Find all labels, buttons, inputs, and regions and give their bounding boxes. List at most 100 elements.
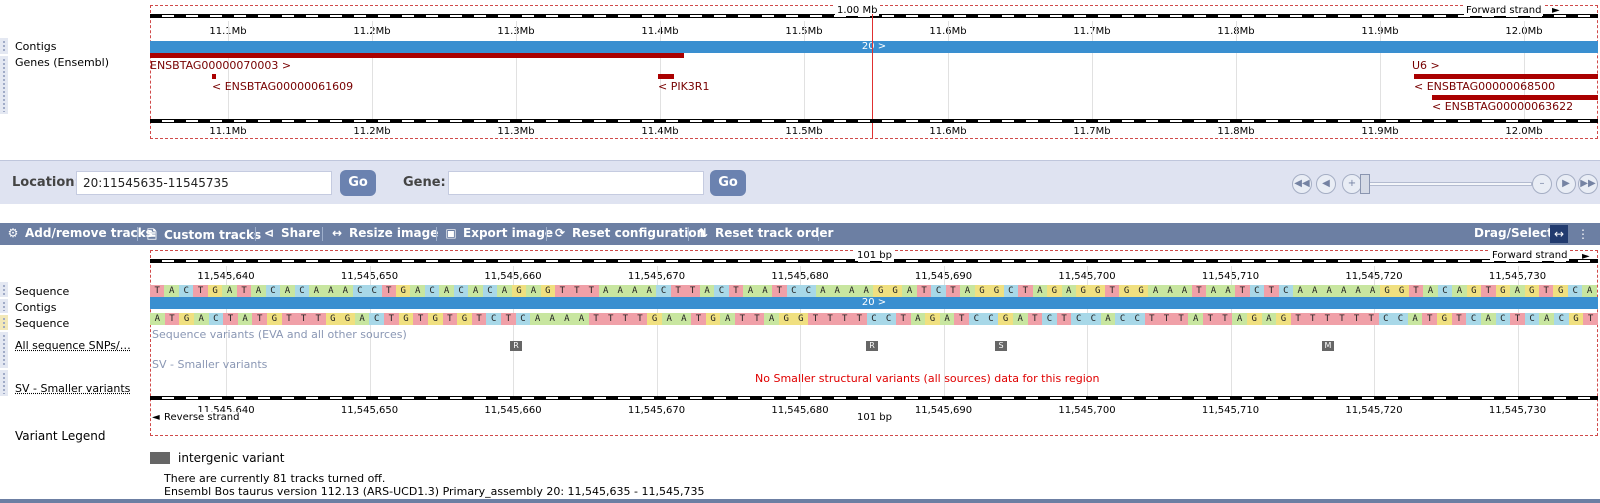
overview-gridline <box>228 21 229 119</box>
reset-configuration-button[interactable]: ⟳ Reset configuration <box>553 226 705 240</box>
base-forward: T <box>1408 285 1424 297</box>
overview-gridline <box>948 21 949 119</box>
zoom-slider-thumb[interactable] <box>1360 174 1370 194</box>
base-forward: T <box>1481 285 1496 297</box>
base-reverse: T <box>1305 313 1320 325</box>
base-forward: C <box>453 285 469 297</box>
track-label-sv[interactable]: SV - Smaller variants <box>15 382 131 395</box>
gene-label-2[interactable]: < ENSBTAG00000061609 <box>212 80 354 93</box>
overview-gridline <box>1092 21 1093 119</box>
reset-track-order-button[interactable]: ⇅ Reset track order <box>696 226 833 240</box>
zoom-out-icon[interactable]: – <box>1532 174 1552 194</box>
base-reverse: T <box>603 313 618 325</box>
track-label-contigs-2[interactable]: Contigs <box>15 301 57 314</box>
step-left-icon[interactable]: ◀ <box>1316 174 1336 194</box>
track-label-snps[interactable]: All sequence SNPs/… <box>15 339 131 352</box>
share-button[interactable]: ⊲ Share <box>262 226 320 240</box>
drag-mode-icon[interactable]: ↔ <box>1550 225 1568 243</box>
base-reverse: A <box>530 313 545 325</box>
gene-input[interactable] <box>448 171 704 195</box>
overview-strand-label: Forward strand <box>1464 5 1544 16</box>
location-input[interactable] <box>76 171 332 195</box>
base-forward: A <box>526 285 541 297</box>
base-forward: G <box>1047 285 1062 297</box>
detail-top-tick-label: 11,545,730 <box>1489 271 1546 282</box>
variant-box[interactable]: R <box>510 341 522 351</box>
navigation-bar: Location: Go Gene: Go ◀◀ ◀ + – ▶ ▶▶ <box>0 160 1600 204</box>
gene-label-u6[interactable]: U6 > <box>1412 59 1440 72</box>
overview-contig-bar[interactable]: 20 > <box>150 41 1598 53</box>
select-mode-icon[interactable]: ⋮ <box>1577 227 1589 241</box>
gene-bar-5[interactable] <box>1414 74 1598 79</box>
track-handle-genes[interactable] <box>0 56 8 114</box>
base-forward: A <box>468 285 483 297</box>
detail-contig-bar[interactable]: 20 > <box>150 297 1598 309</box>
zoom-in-icon[interactable]: + <box>1342 174 1362 194</box>
base-forward: G <box>207 285 223 297</box>
base-forward: T <box>772 285 787 297</box>
add-remove-tracks-label: Add/remove tracks <box>25 226 153 240</box>
track-handle-sequence-1[interactable] <box>0 282 8 297</box>
jump-right-icon[interactable]: ▶▶ <box>1578 174 1598 194</box>
base-forward: T <box>555 285 570 297</box>
base-reverse: T <box>1056 313 1072 325</box>
base-reverse: T <box>954 313 969 325</box>
track-label-sequence-1[interactable]: Sequence <box>15 285 70 298</box>
variant-box[interactable]: M <box>1322 341 1334 351</box>
add-remove-tracks-button[interactable]: ⚙ Add/remove tracks <box>6 226 153 240</box>
base-forward: A <box>858 285 874 297</box>
base-reverse: A <box>1232 313 1247 325</box>
track-handle-sequence-2[interactable] <box>0 315 8 330</box>
variant-box[interactable]: S <box>995 341 1007 351</box>
custom-tracks-button[interactable]: 🗎 Custom tracks <box>145 226 261 247</box>
base-reverse: T <box>749 313 765 325</box>
gene-bar-pik3r1[interactable] <box>658 74 674 79</box>
base-reverse: C <box>983 313 999 325</box>
base-reverse: A <box>544 313 560 325</box>
overview-gridline <box>1380 21 1381 119</box>
document-icon: 🗎 <box>147 228 157 242</box>
gene-label-6[interactable]: < ENSBTAG00000063622 <box>1432 100 1574 113</box>
base-forward: A <box>1365 285 1380 297</box>
track-label-sequence-2[interactable]: Sequence <box>15 317 70 330</box>
track-label-genes[interactable]: Genes (Ensembl) <box>15 56 110 69</box>
gene-label-1[interactable]: ENSBTAG00000070003 > <box>150 59 292 72</box>
reset-configuration-label: Reset configuration <box>572 226 706 240</box>
toolbar-divider <box>322 227 323 241</box>
reverse-strand-label: Reverse strand <box>162 412 242 423</box>
location-go-button[interactable]: Go <box>340 170 376 196</box>
base-forward: T <box>193 285 208 297</box>
base-reverse: A <box>237 313 253 325</box>
gene-label-pik3r1[interactable]: < PIK3R1 <box>658 80 710 93</box>
track-label-contigs[interactable]: Contigs <box>15 40 57 53</box>
jump-left-icon[interactable]: ◀◀ <box>1292 174 1312 194</box>
base-forward: A <box>1032 285 1048 297</box>
variant-track-title: Sequence variants (EVA and all other sou… <box>152 328 407 341</box>
variant-legend-title: Variant Legend <box>15 429 106 443</box>
gene-go-button[interactable]: Go <box>710 170 746 196</box>
overview-bottom-tick-label: 11.1Mb <box>209 126 247 137</box>
detail-bottom-tick-label: 11,545,670 <box>627 405 686 416</box>
gene-bar-6[interactable] <box>1432 95 1598 100</box>
zoom-slider-track[interactable] <box>1364 182 1532 186</box>
gene-label-5[interactable]: < ENSBTAG00000068500 <box>1414 80 1556 93</box>
base-forward: T <box>381 285 396 297</box>
gene-bar-2[interactable] <box>212 74 216 79</box>
track-handle-contigs[interactable] <box>0 38 8 54</box>
legend-item-label: intergenic variant <box>178 451 285 465</box>
resize-image-button[interactable]: ↔ Resize image <box>330 226 438 240</box>
base-reverse: T <box>1363 313 1379 325</box>
export-image-button[interactable]: ▣ Export image <box>444 226 553 240</box>
step-right-icon[interactable]: ▶ <box>1556 174 1576 194</box>
track-handle-sv[interactable] <box>0 370 8 396</box>
variant-box[interactable]: R <box>866 341 878 351</box>
track-handle-contigs-2[interactable] <box>0 299 8 313</box>
overview-bottom-tick-label: 11.2Mb <box>353 126 391 137</box>
base-forward: C <box>352 285 368 297</box>
track-handle-snps[interactable] <box>0 332 8 368</box>
base-forward: G <box>887 285 903 297</box>
base-reverse: C <box>208 313 224 325</box>
gene-bar-1[interactable] <box>150 53 684 58</box>
